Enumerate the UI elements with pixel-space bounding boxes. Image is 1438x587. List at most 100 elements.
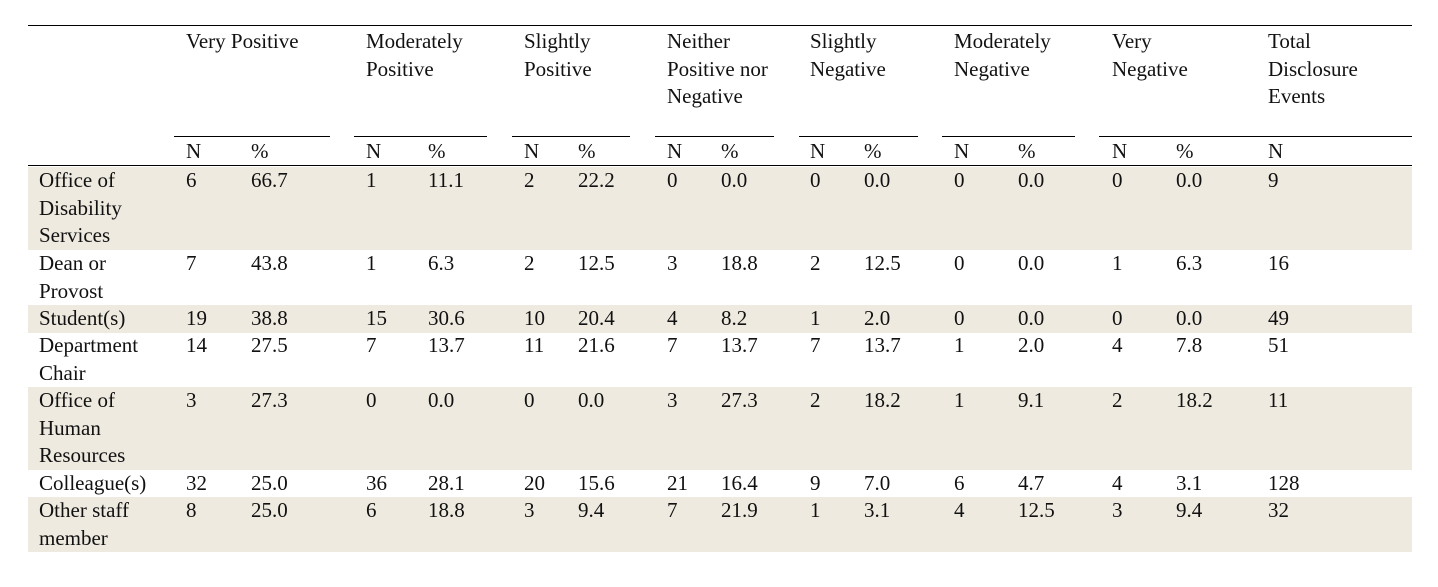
table-cell: 0 <box>954 306 965 330</box>
table-cell: 0 <box>954 251 965 275</box>
table-cell: 25.0 <box>251 498 288 522</box>
percent-column-header: % <box>721 139 739 163</box>
table-cell: 10 <box>524 306 545 330</box>
table-cell: 0 <box>1112 306 1123 330</box>
table-cell: 3 <box>667 388 678 412</box>
n-column-header: N <box>667 139 683 163</box>
table-cell: 2 <box>810 251 821 275</box>
row-shading <box>28 167 1412 250</box>
table-cell: 7 <box>186 251 197 275</box>
column-group-header: Total Disclosure Events <box>1268 29 1358 108</box>
table-cell: 9.1 <box>1018 388 1045 412</box>
row-label: Office of Disability Services <box>39 168 122 247</box>
percent-column-header: % <box>1018 139 1036 163</box>
n-column-header: N <box>1268 139 1284 163</box>
row-label: Department Chair <box>39 333 139 385</box>
table-cell: 3 <box>667 251 678 275</box>
table-cell: 20.4 <box>578 306 615 330</box>
percent-column-header: % <box>251 139 269 163</box>
table-cell: 0.0 <box>1176 306 1203 330</box>
table-cell: 28.1 <box>428 471 465 495</box>
table-cell: 27.3 <box>721 388 758 412</box>
table-cell: 3.1 <box>864 498 891 522</box>
row-label: Dean or Provost <box>39 251 107 303</box>
table-cell: 51 <box>1268 333 1289 357</box>
table-cell: 3 <box>186 388 197 412</box>
column-group-header: Very Negative <box>1112 29 1188 81</box>
table-cell: 2.0 <box>864 306 891 330</box>
table-cell: 12.5 <box>578 251 615 275</box>
table-cell: 4 <box>667 306 678 330</box>
table-cell: 30.6 <box>428 306 465 330</box>
table-cell: 27.3 <box>251 388 288 412</box>
table-cell: 13.7 <box>864 333 901 357</box>
table-cell: 0 <box>810 168 821 192</box>
row-label: Colleague(s) <box>39 471 147 495</box>
table-cell: 2 <box>810 388 821 412</box>
table-cell: 0.0 <box>864 168 891 192</box>
column-group-header: Neither Positive nor Negative <box>667 29 768 108</box>
table-cell: 11 <box>1268 388 1289 412</box>
n-column-header: N <box>366 139 382 163</box>
group-span-rule <box>655 136 774 137</box>
table-cell: 1 <box>954 333 965 357</box>
row-label: Other staff member <box>39 498 129 550</box>
table-cell: 2 <box>524 251 535 275</box>
table-cell: 20 <box>524 471 545 495</box>
table-cell: 6 <box>186 168 197 192</box>
column-group-header: Slightly Negative <box>810 29 886 81</box>
table-cell: 11 <box>524 333 545 357</box>
table-cell: 0.0 <box>1018 306 1045 330</box>
table-cell: 3 <box>1112 498 1123 522</box>
table-cell: 2 <box>1112 388 1123 412</box>
disclosure-reactions-table: Very Positive Moderately Positive Slightly… <box>28 25 1412 552</box>
table-cell: 66.7 <box>251 168 288 192</box>
table-cell: 1 <box>810 498 821 522</box>
table-cell: 0 <box>1112 168 1123 192</box>
table-cell: 4 <box>954 498 965 522</box>
table-cell: 7.0 <box>864 471 891 495</box>
table-cell: 27.5 <box>251 333 288 357</box>
row-shading <box>28 305 1412 333</box>
table-cell: 7 <box>667 498 678 522</box>
table-cell: 13.7 <box>428 333 465 357</box>
table-cell: 0 <box>366 388 377 412</box>
table-cell: 36 <box>366 471 387 495</box>
table-cell: 3.1 <box>1176 471 1203 495</box>
table-cell: 15 <box>366 306 387 330</box>
table-cell: 0 <box>667 168 678 192</box>
header-bottom-rule <box>28 165 1412 166</box>
table-cell: 9 <box>810 471 821 495</box>
table-cell: 8 <box>186 498 197 522</box>
group-span-rule <box>1099 136 1412 137</box>
table-cell: 128 <box>1268 471 1300 495</box>
table-cell: 6.3 <box>428 251 455 275</box>
table-cell: 4 <box>1112 333 1123 357</box>
row-label: Office of Human Resources <box>39 388 126 467</box>
percent-column-header: % <box>864 139 882 163</box>
table-cell: 22.2 <box>578 168 615 192</box>
table-cell: 6 <box>954 471 965 495</box>
table-top-rule <box>28 25 1412 26</box>
table-cell: 4.7 <box>1018 471 1045 495</box>
table-cell: 12.5 <box>1018 498 1055 522</box>
table-cell: 38.8 <box>251 306 288 330</box>
table-cell: 9.4 <box>1176 498 1203 522</box>
table-cell: 12.5 <box>864 251 901 275</box>
table-cell: 2 <box>524 168 535 192</box>
column-group-header: Very Positive <box>186 29 299 53</box>
row-shading <box>28 387 1412 470</box>
table-cell: 0 <box>524 388 535 412</box>
table-cell: 6 <box>366 498 377 522</box>
table-cell: 0.0 <box>428 388 455 412</box>
table-cell: 11.1 <box>428 168 464 192</box>
table-cell: 2.0 <box>1018 333 1045 357</box>
table-cell: 16.4 <box>721 471 758 495</box>
percent-column-header: % <box>578 139 596 163</box>
table-cell: 13.7 <box>721 333 758 357</box>
group-span-rule <box>799 136 918 137</box>
table-cell: 18.2 <box>864 388 901 412</box>
n-column-header: N <box>954 139 970 163</box>
table-cell: 14 <box>186 333 207 357</box>
table-cell: 32 <box>1268 498 1289 522</box>
